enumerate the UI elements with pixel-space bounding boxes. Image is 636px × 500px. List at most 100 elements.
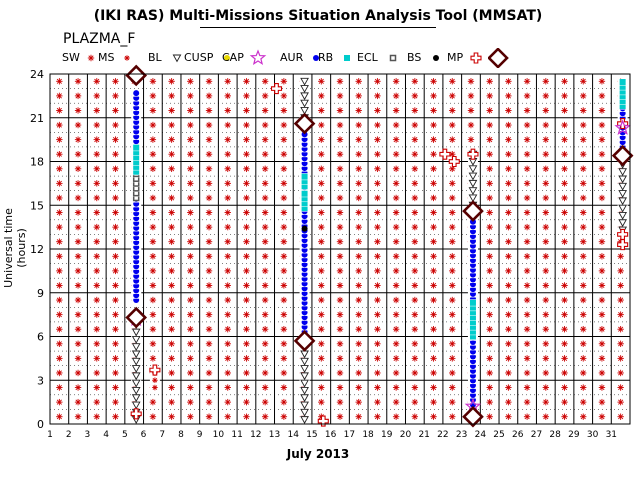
sw-marker [374,107,381,114]
mp-marker [317,415,329,427]
x-tick-label: 30 [587,430,599,440]
rb-marker [469,319,476,326]
sw-marker [392,107,400,114]
sw-marker [112,296,119,304]
x-tick-label: 5 [122,430,128,440]
sw-marker [449,238,456,245]
sw-marker [430,121,437,129]
rb-marker [301,195,308,202]
mp-marker [617,118,629,130]
sw-marker [542,121,550,129]
sw-marker [243,92,250,100]
sw-marker [598,78,606,85]
bs-marker [301,225,308,232]
sw-marker [486,355,493,362]
sw-marker [112,78,119,85]
sw-marker [336,223,344,231]
sw-marker [56,253,63,260]
sw-marker [411,78,419,85]
sw-marker [112,121,119,129]
sw-marker [280,223,288,231]
sw-marker [243,282,250,289]
sw-marker [224,136,231,143]
x-tick-label: 24 [475,430,487,440]
sw-marker [318,340,325,347]
sw-marker [617,369,624,377]
mp-marker [130,408,142,420]
sw-marker [355,296,362,304]
sw-marker [336,180,344,187]
legend-marker [123,55,130,61]
sw-marker [430,340,437,347]
sw-marker [112,267,119,275]
sw-marker [505,413,512,420]
sw-marker [617,355,624,362]
sw-marker [355,413,362,420]
sw-marker [74,78,82,85]
chart-subtitle: PLAZMA_F [63,31,136,47]
sw-marker [243,398,250,406]
sw-marker [243,267,250,275]
sw-marker [392,209,400,216]
sw-marker [561,107,568,114]
sw-marker [112,326,119,333]
legend-symbol [488,48,509,68]
sw-marker [336,340,344,347]
legend-label: MP [447,51,464,64]
y-tick-labels: 0 3 6 9 12 15 18 21 24 [30,68,44,431]
sw-marker [93,267,100,275]
sw-marker [280,92,288,100]
sw-marker [149,355,157,362]
sw-marker [168,121,175,129]
sw-marker [392,253,400,260]
sw-marker [486,267,493,275]
sw-marker [392,267,400,275]
sw-marker [355,194,362,202]
x-tick-label: 15 [306,430,317,440]
sw-marker [280,136,288,143]
sw-marker [542,165,550,172]
mp-marker [448,155,460,168]
y-axis-label: Universal time (hours) [2,208,28,288]
sw-marker [430,413,437,420]
sw-marker [74,136,82,143]
sw-marker [149,413,157,420]
sw-marker [430,209,437,216]
x-tick-label: 26 [512,430,524,440]
sw-marker [280,369,288,377]
sw-marker [505,253,512,260]
sw-marker [598,355,606,362]
sw-marker [224,223,231,231]
mp_diamond-marker [125,64,148,87]
sw-marker [486,136,493,143]
sw-marker [149,92,157,100]
sw-marker [112,311,119,318]
sw-marker [580,398,587,406]
sw-marker [430,296,437,304]
legend-marker [312,55,319,61]
sw-marker [598,151,606,158]
x-tick-label: 10 [213,430,225,440]
sw-marker [580,282,587,289]
sw-marker [374,121,381,129]
sw-marker [205,165,213,172]
sw-marker [74,238,82,245]
sw-marker [542,326,550,333]
sw-marker [598,282,606,289]
sw-marker [523,238,531,245]
sw-marker [224,92,231,100]
sw-marker [149,165,157,172]
sw-marker [56,267,63,275]
sw-marker [224,78,231,85]
sw-marker [112,384,119,391]
sw-marker [56,165,63,172]
sw-marker [224,384,231,391]
sw-marker [243,151,250,158]
sw-marker [505,107,512,114]
sw-marker [74,180,82,187]
sw-marker [411,340,419,347]
x-tick-label: 7 [159,430,165,440]
rb-marker [301,183,308,190]
sw-marker [580,223,587,231]
sw-marker [523,355,531,362]
